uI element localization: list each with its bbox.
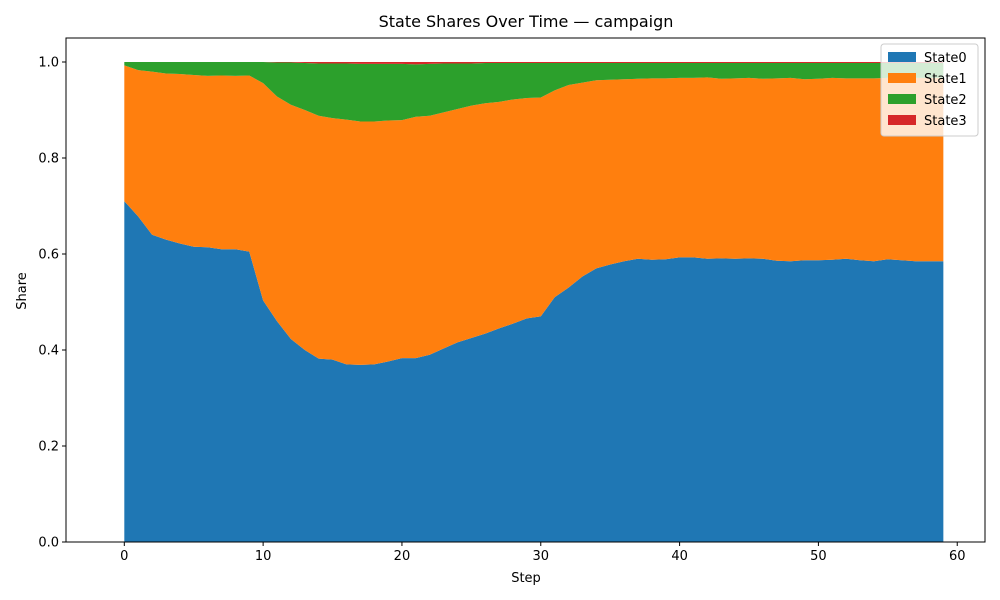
legend: State0 State1 State2 State3	[880, 43, 979, 137]
legend-label-state1: State1	[924, 72, 967, 87]
legend-swatch-state0	[888, 52, 916, 62]
y-tick-label: 1.0	[38, 56, 59, 71]
area-state0	[124, 201, 944, 542]
y-tick-label: 0.6	[38, 248, 59, 263]
area-state1	[124, 65, 944, 365]
x-tick-label: 50	[810, 549, 827, 564]
legend-box	[880, 43, 979, 137]
y-tick-label: 0.8	[38, 152, 59, 167]
plot-frame	[65, 37, 986, 543]
chart-title: State Shares Over Time — campaign	[379, 12, 674, 31]
y-tick-label: 0.2	[38, 440, 59, 455]
area-state2	[124, 62, 944, 122]
legend-swatch-state2	[888, 94, 916, 104]
x-tick-label: 60	[949, 549, 966, 564]
x-axis-ticks: 0 10 20 30 40 50 60	[120, 542, 966, 564]
y-tick-label: 0.0	[38, 536, 59, 551]
y-tick-label: 0.4	[38, 344, 59, 359]
plot-area	[124, 62, 944, 542]
legend-swatch-state1	[888, 73, 916, 83]
x-axis-label: Step	[511, 571, 541, 586]
y-axis-ticks: 0.0 0.2 0.4 0.6 0.8 1.0	[38, 56, 66, 551]
area-state3	[124, 62, 944, 65]
legend-label-state2: State2	[924, 93, 967, 108]
x-tick-label: 40	[671, 549, 688, 564]
x-tick-label: 20	[394, 549, 411, 564]
x-tick-label: 0	[120, 549, 128, 564]
legend-swatch-state3	[888, 115, 916, 125]
legend-label-state3: State3	[924, 114, 967, 129]
x-tick-label: 30	[532, 549, 549, 564]
y-axis-label: Share	[15, 272, 30, 310]
legend-label-state0: State0	[924, 51, 967, 66]
x-tick-label: 10	[255, 549, 272, 564]
